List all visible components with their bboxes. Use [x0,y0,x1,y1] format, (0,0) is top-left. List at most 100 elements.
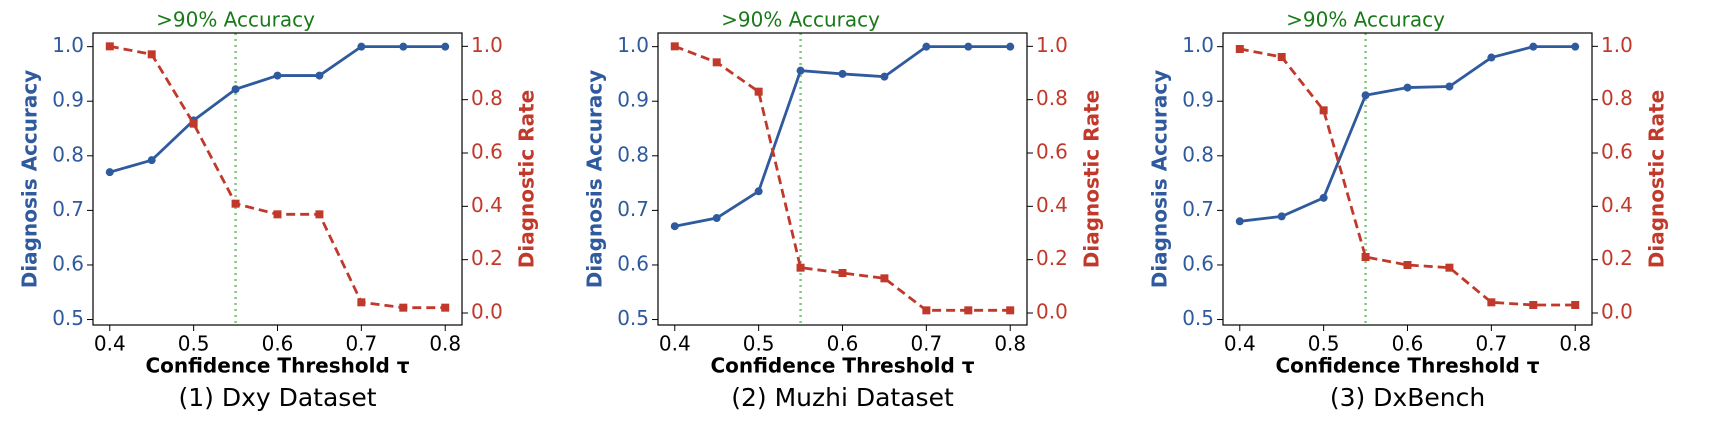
y-tick-label: 0.5 [1182,306,1214,330]
x-axis-label: Confidence Threshold τ [145,354,409,378]
marker [670,42,679,51]
y-tick-label: 0.5 [617,306,649,330]
marker [754,87,763,96]
y2-tick-label: 0.4 [1601,193,1633,217]
annotation: >90% Accuracy [156,8,315,32]
annotation: >90% Accuracy [721,8,880,32]
marker [315,71,324,80]
marker [1006,306,1015,315]
marker [231,199,240,208]
marker [231,85,240,94]
marker [1319,106,1328,115]
marker [880,72,889,81]
x-tick-label: 0.8 [994,332,1026,356]
marker [105,168,114,177]
x-tick-label: 0.4 [94,332,126,356]
x-tick-label: 0.4 [1224,332,1256,356]
y-tick-label: 0.7 [1182,197,1214,221]
y2-tick-label: 1.0 [1036,33,1068,57]
series-line [109,45,446,174]
y2-tick-label: 0.8 [1036,86,1068,110]
y2-tick-label: 0.4 [471,193,503,217]
x-axis-label: Confidence Threshold τ [1275,354,1539,378]
series-line [109,44,446,310]
y-tick-label: 1.0 [617,33,649,57]
x-tick-label: 0.7 [910,332,942,356]
chart-title: (2) Muzhi Dataset [731,383,954,412]
y2-axis-label: Diagnostic Rate [1645,90,1669,268]
y2-tick-label: 0.0 [1601,300,1633,324]
x-tick-label: 0.8 [429,332,461,356]
marker [357,298,366,307]
y-tick-label: 0.7 [52,197,84,221]
chart-title: (1) Dxy Dataset [178,383,376,412]
marker [964,306,973,315]
marker [964,42,973,51]
y2-tick-label: 0.6 [1601,140,1633,164]
marker [315,210,324,219]
marker [1277,212,1286,221]
series-line [674,45,1011,312]
marker [1277,53,1286,61]
marker [880,274,889,283]
marker [1403,261,1412,269]
y-tick-label: 0.5 [52,306,84,330]
marker [838,269,847,277]
y2-tick-label: 0.8 [1601,86,1633,110]
marker [670,222,679,231]
y-tick-label: 0.9 [1182,88,1214,112]
marker [357,42,366,51]
marker [838,69,847,78]
marker [1361,91,1370,100]
y2-tick-label: 0.6 [1036,140,1068,164]
x-tick-label: 0.4 [659,332,691,356]
marker [441,42,450,51]
y-tick-label: 0.9 [52,88,84,112]
marker [399,42,408,51]
y-tick-label: 0.8 [617,142,649,166]
y-tick-label: 0.8 [52,142,84,166]
plot-frame [1222,32,1593,326]
y-axis-label: Diagnosis Accuracy [583,70,607,289]
marker [1235,217,1244,226]
marker [399,303,408,312]
y2-tick-label: 0.2 [471,246,503,270]
marker [922,42,931,51]
marker [754,187,763,196]
marker [712,58,721,67]
x-tick-label: 0.8 [1559,332,1591,356]
marker [1361,253,1370,261]
x-tick-label: 0.7 [1475,332,1507,356]
marker [1529,301,1538,309]
chart: >90% Accuracy 0.4 0.5 0.6 0.7 0.8 0.5 0.6 0.7 0.8… [1148,8,1669,413]
marker [189,119,198,128]
x-axis-label: Confidence Threshold τ [710,354,974,378]
x-tick-label: 0.5 [743,332,775,356]
y2-tick-label: 0.2 [1601,246,1633,270]
chart: >90% Accuracy 0.4 0.5 0.6 0.7 0.8 0.5 0.6 0.7 0.8… [583,8,1104,413]
marker [1487,53,1496,62]
marker [1235,45,1244,53]
series-line [1239,45,1576,223]
y-tick-label: 0.6 [1182,251,1214,275]
marker [1571,301,1580,309]
y-axis-label: Diagnosis Accuracy [1148,70,1172,289]
y-tick-label: 0.9 [617,88,649,112]
x-tick-label: 0.5 [178,332,210,356]
x-tick-label: 0.7 [345,332,377,356]
annotation: >90% Accuracy [1286,8,1445,32]
marker [796,263,805,272]
marker [1571,42,1580,51]
marker [1319,193,1328,202]
marker [147,50,156,59]
y-tick-label: 0.6 [52,251,84,275]
y-axis-label: Diagnosis Accuracy [18,70,42,289]
marker [796,66,805,75]
marker [147,156,156,165]
marker [1445,263,1454,272]
y2-axis-label: Diagnostic Rate [515,90,539,268]
y2-tick-label: 0.6 [471,140,503,164]
y-tick-label: 0.8 [1182,142,1214,166]
x-tick-label: 0.5 [1308,332,1340,356]
